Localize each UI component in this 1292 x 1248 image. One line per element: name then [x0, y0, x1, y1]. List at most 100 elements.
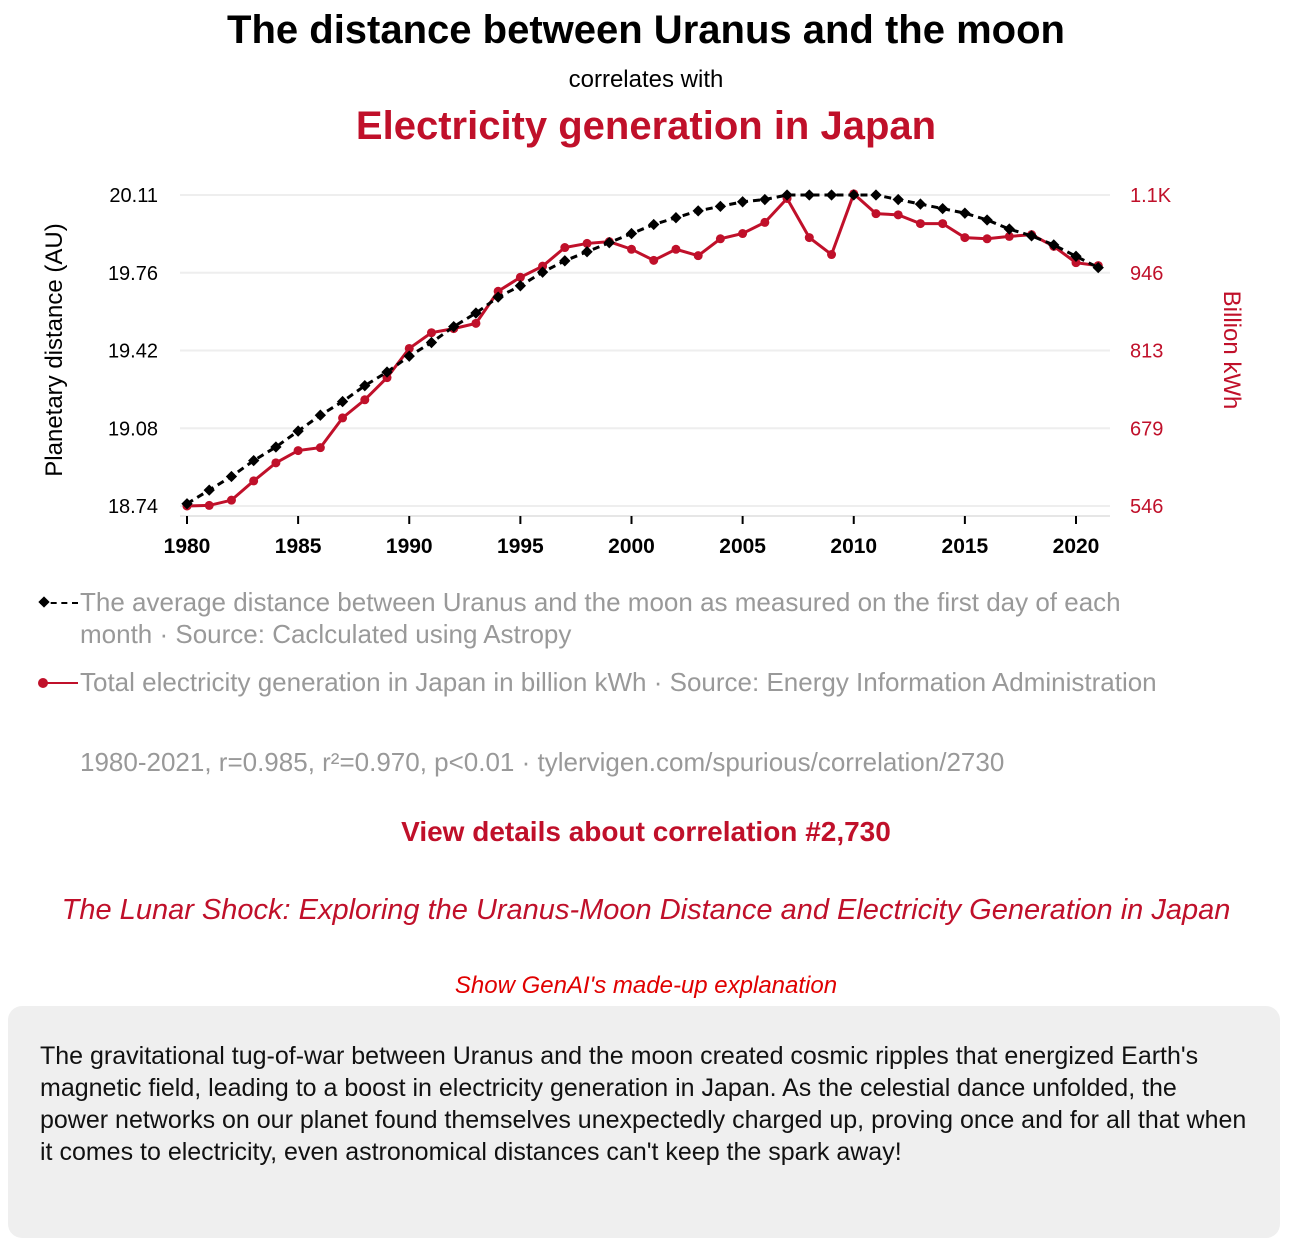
electricity-point — [315, 443, 325, 453]
right-tick-label: 1.1K — [1130, 185, 1172, 207]
distance-point — [492, 291, 504, 303]
electricity-point — [827, 250, 837, 260]
distance-point — [403, 350, 415, 362]
dashed-diamond-legend-icon — [40, 602, 78, 604]
distance-point — [581, 246, 593, 258]
distance-point — [781, 189, 793, 201]
x-tick-label: 1995 — [497, 535, 544, 558]
distance-point — [448, 321, 460, 333]
distance-point — [1003, 223, 1015, 235]
distance-point — [536, 266, 549, 278]
electricity-point — [938, 219, 948, 229]
x-tick-label: 2005 — [719, 535, 766, 558]
left-tick-label: 19.76 — [108, 263, 158, 285]
distance-point — [381, 366, 393, 378]
x-tick-label: 1990 — [386, 535, 433, 558]
right-tick-label: 813 — [1130, 341, 1163, 363]
electricity-point — [960, 233, 970, 243]
view-details-link[interactable]: View details about correlation #2,730 — [401, 816, 891, 847]
line-legend-icon — [40, 682, 78, 684]
electricity-point — [249, 476, 259, 486]
distance-point — [825, 189, 838, 201]
distance-point — [803, 189, 815, 201]
distance-point — [914, 198, 927, 210]
electricity-point — [893, 210, 903, 220]
electricity-point — [627, 244, 636, 254]
distance-point — [225, 470, 238, 483]
electricity-point — [915, 219, 925, 229]
electricity-point — [760, 217, 770, 227]
electricity-point — [404, 343, 414, 353]
electricity-point — [493, 286, 503, 296]
distance-point — [603, 237, 615, 249]
right-tick-label: 946 — [1130, 263, 1163, 285]
genai-explanation-toggle[interactable]: Show GenAI's made-up explanation — [454, 972, 838, 999]
distance-point — [1048, 239, 1060, 251]
connector-text: correlates with — [568, 66, 724, 93]
electricity-point — [471, 318, 481, 328]
x-tick-label: 2000 — [608, 535, 655, 558]
electricity-point — [271, 458, 281, 468]
x-tick-label: 1985 — [275, 535, 322, 558]
line-chart: 18.74 546 19.08 679 19.42 813 19.76 946 20.11 1.1… — [41, 185, 1245, 558]
distance-point — [936, 202, 949, 215]
diamond-marker-icon — [38, 596, 50, 608]
electricity-point — [1071, 258, 1081, 268]
distance-point — [625, 227, 638, 240]
electricity-point — [293, 446, 303, 456]
distance-point — [514, 280, 527, 292]
distance-point — [692, 205, 704, 217]
distance-point — [870, 189, 882, 201]
chart-title: The distance between Uranus and the moon — [227, 8, 1065, 52]
distance-point — [981, 214, 993, 226]
distance-point — [292, 425, 304, 437]
electricity-point — [204, 500, 214, 510]
distance-point — [470, 307, 482, 319]
electricity-point — [738, 229, 748, 239]
distance-point — [648, 218, 660, 231]
electricity-point — [804, 233, 814, 243]
left-tick-label: 19.08 — [108, 418, 158, 440]
electricity-point — [226, 495, 236, 505]
circle-marker-icon — [38, 678, 48, 688]
distance-point — [270, 441, 282, 453]
x-tick-label: 2010 — [830, 535, 877, 558]
distance-point — [425, 336, 438, 349]
electricity-point — [671, 244, 681, 254]
left-axis-label: Planetary distance (AU) — [41, 223, 68, 476]
left-tick-label: 20.11 — [109, 185, 158, 207]
legend-item-electricity: Total electricity generation in Japan in… — [38, 666, 1200, 698]
distance-point — [1092, 261, 1104, 274]
electricity-point — [538, 261, 548, 271]
distance-point — [892, 193, 904, 206]
legend-text: Total electricity generation in Japan in… — [80, 667, 1157, 697]
x-tick-label: 1980 — [164, 535, 211, 558]
distance-point — [848, 189, 860, 201]
distance-point — [359, 380, 371, 392]
electricity-point — [338, 413, 348, 423]
electricity-point — [360, 395, 370, 405]
distance-point — [248, 454, 260, 467]
left-tick-label: 18.74 — [108, 496, 158, 518]
electricity-point — [715, 234, 725, 244]
x-tick-label: 2020 — [1053, 535, 1100, 558]
explanation-box: The gravitational tug-of-war between Ura… — [8, 1006, 1280, 1238]
distance-point — [1025, 230, 1038, 242]
electricity-point — [693, 251, 703, 261]
right-tick-label: 546 — [1130, 496, 1163, 518]
distance-line — [186, 193, 1099, 506]
distance-point — [959, 207, 971, 219]
distance-point — [314, 409, 327, 421]
distance-point — [203, 484, 215, 496]
distance-point — [759, 193, 771, 206]
electricity-point — [560, 243, 570, 253]
legend-text: The average distance between Uranus and … — [80, 587, 1121, 649]
distance-point — [670, 212, 682, 224]
distance-point — [559, 255, 571, 267]
right-axis-label: Billion kWh — [1218, 291, 1245, 410]
stats-text: 1980-2021, r=0.985, r²=0.970, p<0.01 · t… — [80, 747, 1005, 777]
paper-title-link[interactable]: The Lunar Shock: Exploring the Uranus-Mo… — [61, 894, 1231, 926]
legend-item-distance: The average distance between Uranus and … — [38, 586, 1200, 650]
distance-point — [736, 196, 749, 208]
distance-point — [714, 200, 727, 213]
